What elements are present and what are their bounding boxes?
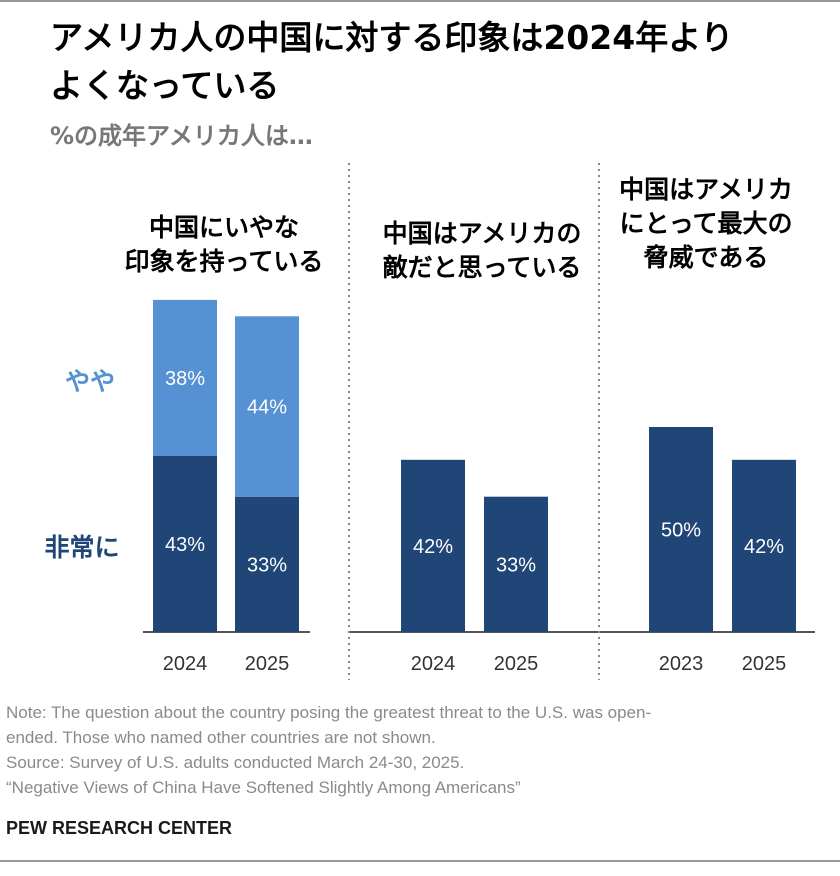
bar [732, 459, 796, 632]
legend-somewhat: やや [65, 367, 115, 396]
bar-value-label: 44% [247, 397, 287, 419]
chart-title-line-1: アメリカ人の中国に対する印象は2024年より [50, 18, 734, 57]
panel-title: にとって最大の [619, 209, 792, 238]
legend-very: 非常に [44, 533, 119, 562]
chart-note: Note: The question about the country pos… [6, 700, 826, 800]
bar-value-label: 33% [496, 554, 536, 576]
bar [153, 455, 217, 632]
bar [153, 299, 217, 456]
report-title-line: “Negative Views of China Have Softened S… [6, 778, 521, 797]
source-line: Source: Survey of U.S. adults conducted … [6, 753, 465, 772]
x-tick-label: 2024 [411, 653, 456, 675]
panel-title: 印象を持っている [125, 247, 324, 276]
x-tick-label: 2025 [245, 653, 290, 675]
x-tick-label: 2025 [494, 653, 539, 675]
bar-value-label: 43% [165, 534, 205, 556]
note-line: Note: The question about the country pos… [6, 703, 652, 722]
x-tick-label: 2024 [163, 653, 208, 675]
top-rule [0, 0, 840, 2]
bar-value-label: 33% [247, 554, 287, 576]
x-tick-label: 2025 [742, 653, 787, 675]
bar [401, 459, 465, 632]
panel-title: 中国はアメリカの [383, 219, 582, 248]
bar-value-label: 42% [744, 536, 784, 558]
x-tick-label: 2023 [659, 653, 704, 675]
bar-value-label: 50% [661, 520, 701, 542]
note-line: ended. Those who named other countries a… [6, 728, 436, 747]
chart-title-line-2: よくなっている [50, 66, 280, 105]
bottom-rule [0, 860, 840, 862]
chart-title: アメリカ人の中国に対する印象は2024年より よくなっている [50, 14, 820, 110]
bar-value-label: 38% [165, 368, 205, 390]
bar [235, 316, 299, 497]
panel-title: 脅威である [643, 243, 769, 272]
brand-name: PEW RESEARCH CENTER [6, 818, 233, 838]
chart-subtitle: %の成年アメリカ人は… [50, 122, 313, 150]
panel-title: 中国にいやな [149, 213, 299, 242]
bar [235, 496, 299, 632]
bar [484, 496, 548, 632]
panel-title: 敵だと思っている [383, 253, 582, 282]
bar-value-label: 42% [413, 536, 453, 558]
bar [649, 427, 713, 632]
panel-title: 中国はアメリカ [619, 175, 793, 204]
